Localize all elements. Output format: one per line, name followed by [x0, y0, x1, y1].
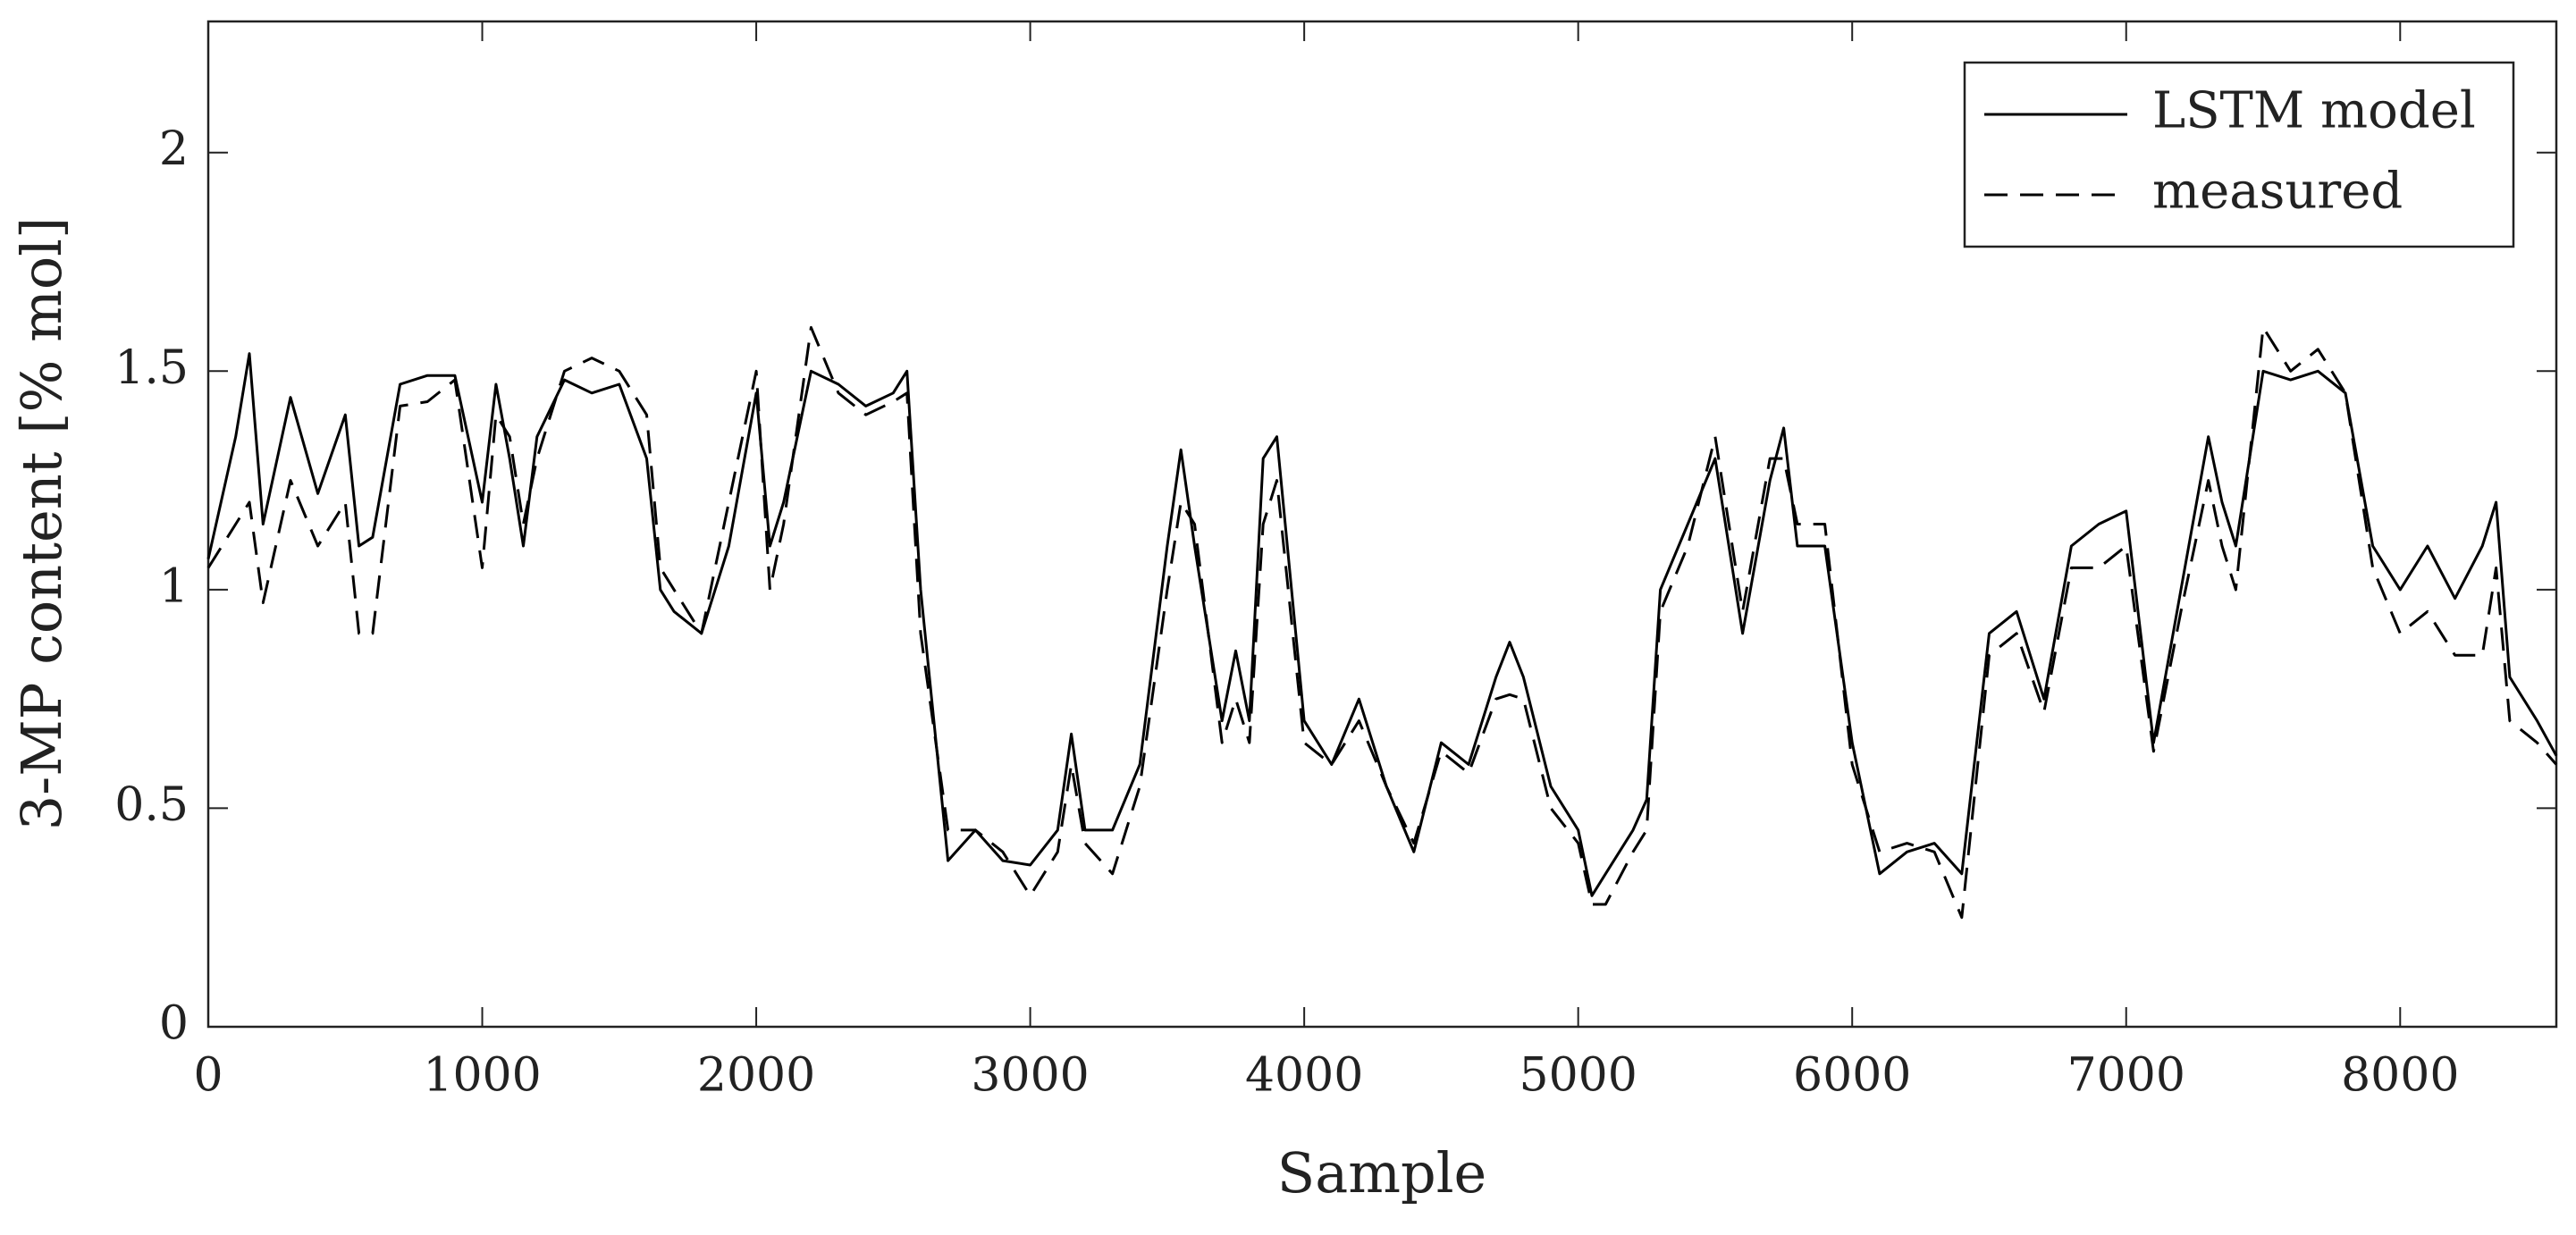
x-tick-label: 2000 — [697, 1049, 815, 1103]
y-tick-label: 1 — [159, 559, 189, 613]
x-tick-label: 5000 — [1520, 1049, 1637, 1103]
y-tick-label: 0 — [159, 997, 189, 1051]
x-tick-label: 1000 — [423, 1049, 541, 1103]
y-axis-label: 3-MP content [% mol] — [9, 217, 74, 830]
y-tick-label: 0.5 — [114, 778, 189, 832]
x-tick-label: 8000 — [2341, 1049, 2459, 1103]
legend-label: measured — [2152, 163, 2403, 221]
legend: LSTM model measured — [1963, 61, 2515, 248]
y-tick-label: 2 — [159, 122, 189, 176]
series-line — [206, 325, 2558, 920]
legend-box — [1963, 61, 2515, 248]
x-tick-label: 3000 — [971, 1049, 1089, 1103]
x-tick-label: 4000 — [1245, 1049, 1363, 1103]
x-tick-label: 7000 — [2067, 1049, 2185, 1103]
y-tick-label: 1.5 — [114, 341, 189, 395]
legend-label: LSTM model — [2152, 82, 2476, 140]
x-tick-label: 6000 — [1793, 1049, 1911, 1103]
plot-frame — [206, 20, 2558, 1029]
x-axis-label: Sample — [1277, 1140, 1486, 1206]
x-tick-label: 0 — [193, 1049, 223, 1103]
series-line — [206, 352, 2558, 897]
